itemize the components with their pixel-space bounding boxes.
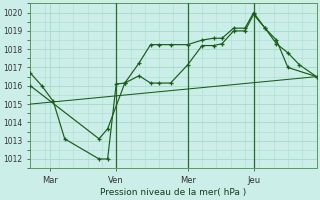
X-axis label: Pression niveau de la mer( hPa ): Pression niveau de la mer( hPa ) [100,188,247,197]
